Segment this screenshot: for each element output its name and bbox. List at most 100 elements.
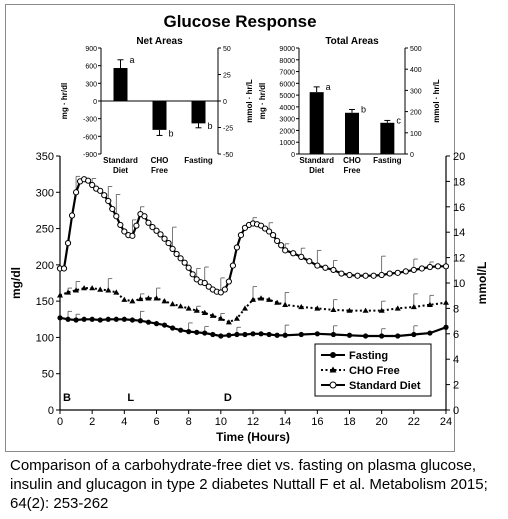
- point-cho-free: [233, 315, 240, 321]
- point-cho-free: [266, 296, 273, 302]
- point-fasting: [362, 333, 369, 339]
- point-fasting: [105, 316, 111, 322]
- point-cho-free: [282, 301, 289, 307]
- point-fasting: [137, 318, 144, 324]
- net-areas-chart: Net Areas -900 -600 -300 0 300 600 900 -50 -25 0 25…: [60, 36, 254, 175]
- point-standard-diet: [121, 228, 128, 235]
- point-cho-free: [362, 307, 369, 313]
- bar-category-label: Standard Diet: [299, 156, 334, 175]
- point-standard-diet: [89, 181, 96, 189]
- point-standard-diet: [298, 253, 305, 260]
- x-tick-label: 20: [376, 416, 388, 428]
- inset-y2-axis-label: mmol · hr/L: [432, 79, 441, 123]
- inset-y-tick-label: 0: [93, 99, 97, 106]
- point-cho-free: [185, 305, 192, 311]
- legend-label-fasting: Fasting: [349, 350, 388, 362]
- point-standard-diet: [157, 231, 164, 238]
- point-fasting: [169, 325, 176, 331]
- x-tick-label: 14: [279, 416, 291, 428]
- point-standard-diet: [394, 269, 401, 276]
- point-standard-diet: [290, 250, 297, 257]
- y2-tick-label: 8: [453, 303, 459, 315]
- bar-category-label: CHO Free: [151, 156, 169, 175]
- inset-y-tick-label: -900: [83, 152, 97, 159]
- point-standard-diet: [257, 222, 265, 229]
- figure-svg: Glucose Response Net Areas -900 -600 -300 0 3…: [9, 12, 489, 444]
- point-fasting: [266, 331, 272, 338]
- point-standard-diet: [270, 232, 277, 239]
- point-standard-diet: [72, 189, 80, 196]
- x-tick-label: 6: [153, 416, 159, 428]
- point-fasting: [178, 327, 184, 333]
- point-standard-diet: [205, 283, 212, 290]
- x-tick-label: 4: [121, 416, 127, 428]
- inset-y-axis-label: mg · hr/dl: [60, 83, 69, 119]
- y-tick-label: 0: [48, 405, 54, 417]
- point-standard-diet: [233, 244, 241, 251]
- inset-y-tick-label: 6000: [279, 81, 295, 88]
- point-cho-free: [129, 298, 136, 304]
- total-areas-chart: Total Areas01000200030004000500060007000…: [258, 36, 441, 175]
- inset-y2-tick-label: 0: [410, 152, 414, 159]
- bar: [309, 92, 324, 154]
- point-standard-diet: [221, 286, 228, 293]
- bar-sig-label: c: [396, 115, 401, 125]
- point-standard-diet: [177, 255, 184, 262]
- inset-y-tick-label: 300: [85, 81, 97, 88]
- point-standard-diet: [109, 205, 116, 213]
- meal-marker-label: D: [224, 392, 232, 404]
- point-cho-free: [169, 301, 176, 307]
- inset-y-tick-label: -300: [83, 117, 97, 124]
- y-tick-label: 150: [36, 296, 54, 308]
- point-standard-diet: [410, 266, 417, 274]
- point-standard-diet: [378, 271, 385, 279]
- point-standard-diet: [169, 245, 176, 252]
- point-standard-diet: [193, 276, 200, 283]
- point-cho-free: [241, 305, 248, 311]
- inset-y-tick-label: 3000: [279, 117, 295, 124]
- point-standard-diet: [402, 268, 409, 275]
- y2-tick-label: 2: [453, 380, 459, 392]
- point-cho-free: [97, 286, 104, 292]
- inset-y2-tick-label: 50: [223, 46, 231, 53]
- point-cho-free: [298, 303, 305, 310]
- inset-y2-tick-label: 400: [410, 67, 422, 74]
- point-fasting: [274, 332, 280, 338]
- point-standard-diet: [261, 225, 269, 232]
- y2-tick-label: 4: [453, 354, 459, 366]
- point-fasting: [443, 324, 449, 330]
- point-standard-diet: [64, 239, 72, 247]
- point-standard-diet: [145, 219, 152, 226]
- y2-tick-label: 18: [453, 176, 465, 188]
- inset-y-tick-label: 2000: [279, 128, 295, 135]
- point-cho-free: [443, 299, 449, 305]
- legend-marker-cho-free: [329, 366, 337, 373]
- point-cho-free: [330, 306, 337, 313]
- point-fasting: [314, 331, 320, 337]
- inset-y-tick-label: 9000: [279, 46, 295, 53]
- inset-y2-tick-label: 200: [410, 110, 422, 117]
- point-standard-diet: [426, 263, 434, 271]
- point-fasting: [194, 329, 200, 335]
- point-standard-diet: [117, 221, 124, 229]
- figure-caption: Comparison of a carbohydrate-free diet v…: [10, 457, 488, 512]
- inset-y2-tick-label: -50: [223, 152, 233, 159]
- point-standard-diet: [189, 271, 196, 278]
- point-fasting: [427, 330, 433, 336]
- point-standard-diet: [442, 263, 450, 270]
- inset-y2-tick-label: 500: [410, 46, 422, 53]
- inset-y-tick-label: 1000: [279, 140, 295, 147]
- y2-tick-label: 6: [453, 329, 459, 341]
- point-fasting: [346, 332, 353, 338]
- y2-axis-label: mmol/L: [475, 262, 489, 305]
- point-fasting: [145, 319, 152, 325]
- meal-marker-label: L: [127, 392, 134, 404]
- x-tick-label: 16: [311, 416, 323, 428]
- bar-sig-label: b: [169, 128, 174, 138]
- point-standard-diet: [97, 187, 104, 194]
- point-standard-diet: [370, 272, 377, 279]
- bar: [191, 101, 206, 124]
- main-title: Glucose Response: [163, 12, 316, 31]
- x-tick-label: 22: [408, 416, 420, 428]
- point-standard-diet: [241, 224, 249, 231]
